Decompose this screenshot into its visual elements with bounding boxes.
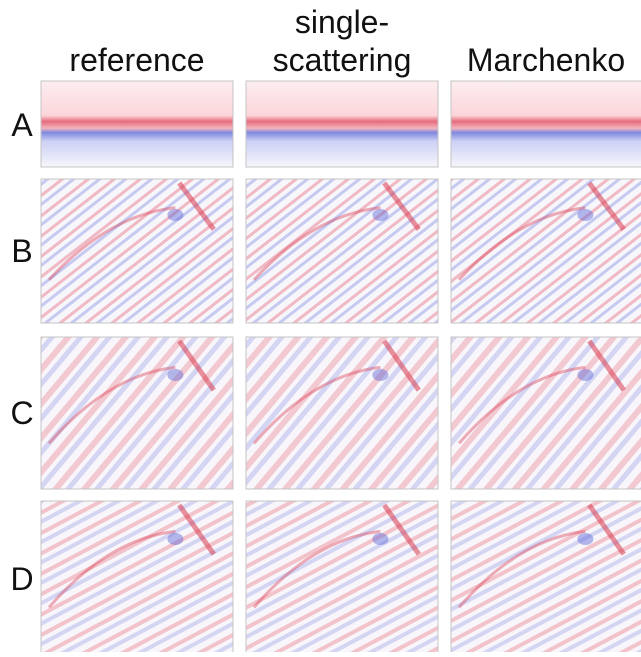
- blob: [167, 533, 183, 545]
- row-label: D: [10, 561, 33, 597]
- panel-grid: [41, 81, 641, 652]
- seismic-panel: [246, 81, 438, 167]
- seismic-panel: [41, 179, 233, 323]
- column-header: Marchenko: [467, 42, 625, 78]
- blob: [372, 533, 388, 545]
- blob: [372, 369, 388, 381]
- blob: [167, 369, 183, 381]
- column-header: reference: [69, 42, 204, 78]
- seismic-panel: [41, 501, 233, 652]
- seismic-panel: [451, 179, 641, 323]
- blob: [577, 209, 593, 221]
- seismic-panel: [246, 179, 438, 323]
- seismic-panel: [41, 337, 233, 489]
- column-header: single-: [295, 4, 389, 40]
- seismic-panel: [451, 501, 641, 652]
- seismic-panel: [41, 81, 233, 167]
- seismic-panel: [246, 337, 438, 489]
- seismic-panel: [451, 337, 641, 489]
- blob: [167, 209, 183, 221]
- page: {"figure": { "columns": [ {"lines": ["re…: [0, 0, 641, 652]
- blob: [577, 369, 593, 381]
- row-label: C: [10, 395, 33, 431]
- figure: reference single- scattering Marchenko A…: [0, 0, 641, 652]
- blob: [372, 209, 388, 221]
- blob: [577, 533, 593, 545]
- seismic-panel: [451, 81, 641, 167]
- row-label: A: [11, 107, 33, 143]
- seismic-panel: [246, 501, 438, 652]
- column-header: scattering: [273, 42, 412, 78]
- row-label: B: [11, 233, 32, 269]
